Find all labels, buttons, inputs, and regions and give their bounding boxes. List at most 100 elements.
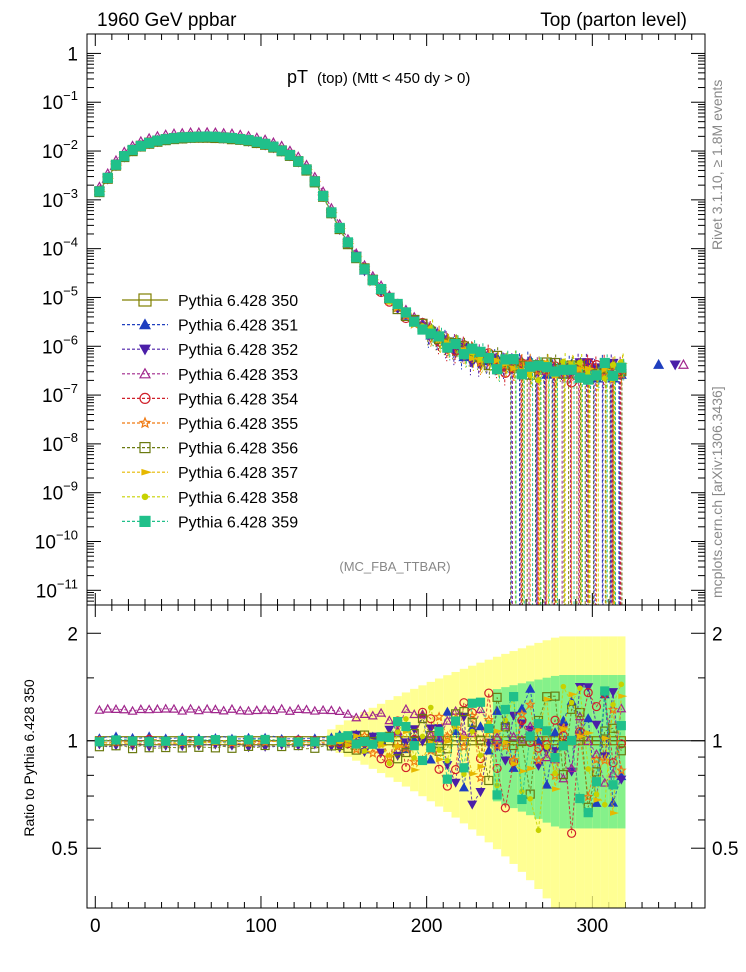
ratio-point (102, 703, 113, 713)
ratio-point (508, 731, 519, 741)
ratio-point (433, 711, 445, 722)
ratio-point (583, 688, 593, 698)
ratio-point (293, 703, 304, 713)
ratio-point (616, 775, 627, 785)
rivet-label: Rivet 3.1.10, ≥ 1.8M events (709, 80, 725, 250)
ratio-point (575, 793, 585, 804)
y-tick-label: 10−3 (42, 186, 78, 212)
ratio-point (260, 734, 270, 745)
data-point (601, 366, 612, 373)
legend-entry: Pythia 6.428 359 (122, 514, 298, 531)
ratio-point (260, 704, 271, 714)
ratio-y-tick-label: 0.5 (52, 839, 78, 860)
ratio-point (560, 726, 570, 732)
ratio-point (384, 725, 395, 735)
ratio-point (483, 745, 494, 755)
ratio-point (393, 754, 403, 764)
data-point (218, 132, 229, 143)
ratio-point (475, 788, 486, 798)
ratio-point (535, 727, 545, 733)
data-point (152, 135, 163, 146)
ratio-point (533, 719, 544, 729)
ratio-point (426, 743, 436, 753)
data-point (591, 370, 602, 381)
legend-entry: Pythia 6.428 353 (122, 367, 298, 384)
ratio-point (484, 775, 494, 786)
data-point (351, 252, 362, 263)
ratio-point (541, 752, 552, 762)
data-point (510, 365, 521, 372)
header-right: Top (parton level) (540, 10, 687, 31)
ratio-point (436, 756, 446, 763)
ratio-point (127, 705, 138, 715)
legend-label: Pythia 6.428 353 (178, 367, 298, 384)
ratio-point (500, 803, 510, 813)
ratio-band-inner (575, 675, 585, 829)
ratio-point (509, 692, 519, 702)
ratio-point (591, 797, 602, 807)
ratio-point (376, 707, 387, 717)
ratio-point (111, 735, 121, 745)
ratio-point (276, 703, 287, 713)
ratio-point (177, 735, 187, 746)
ratio-point (218, 705, 229, 715)
ratio-point (400, 703, 411, 713)
ratio-point (492, 705, 503, 715)
data-point (210, 131, 221, 142)
legend-entry: Pythia 6.428 355 (122, 416, 298, 433)
ratio-point (601, 735, 611, 741)
data-point (317, 190, 329, 202)
ratio-point (525, 721, 536, 731)
ratio-point (585, 766, 591, 772)
ratio-point (376, 732, 386, 742)
ratio-point (583, 683, 594, 693)
ratio-point (459, 707, 469, 717)
data-point (392, 298, 403, 310)
ratio-point (583, 735, 594, 745)
data-point (584, 365, 595, 372)
ratio-band-inner (592, 675, 601, 829)
ratio-point (567, 735, 577, 746)
ratio-point (408, 756, 420, 767)
ratio-point (492, 692, 502, 702)
ratio-point (500, 720, 511, 730)
y-tick-label: 10−7 (42, 381, 78, 407)
ratio-point (618, 681, 625, 688)
ratio-point (492, 790, 502, 800)
ratio-point (243, 705, 254, 715)
ratio-point (326, 705, 337, 715)
ratio-band-inner (608, 675, 618, 829)
ratio-point (542, 726, 552, 736)
ratio-series-line (99, 708, 622, 784)
legend-label: Pythia 6.428 359 (178, 514, 298, 531)
ratio-point (616, 721, 626, 731)
x-tick-label: 200 (411, 916, 443, 937)
ratio-point (425, 754, 436, 764)
ratio-point (575, 707, 585, 718)
data-point (284, 149, 296, 161)
ratio-point (210, 735, 221, 745)
data-point (527, 372, 534, 379)
ratio-point (344, 742, 354, 748)
ratio-point (94, 737, 105, 747)
data-point (94, 186, 105, 197)
legend-label: Pythia 6.428 351 (178, 318, 298, 335)
series-line (98, 136, 622, 381)
ratio-point (550, 727, 561, 737)
ratio-band-outer (468, 665, 477, 830)
ratio-point (367, 732, 378, 742)
ratio-point (549, 770, 561, 781)
ratio-point (417, 755, 428, 766)
ratio-band-outer (434, 678, 444, 807)
ratio-point (459, 763, 469, 773)
legend-entry: Pythia 6.428 352 (122, 342, 298, 359)
data-point (243, 135, 254, 146)
data-point (483, 352, 494, 364)
legend-marker (138, 344, 152, 356)
ratio-point (161, 736, 171, 746)
ratio-point (417, 713, 428, 724)
ratio-series-3 (94, 703, 627, 787)
ratio-point (460, 734, 470, 741)
ratio-point (491, 739, 503, 750)
legend-entry: Pythia 6.428 357 (122, 465, 298, 482)
